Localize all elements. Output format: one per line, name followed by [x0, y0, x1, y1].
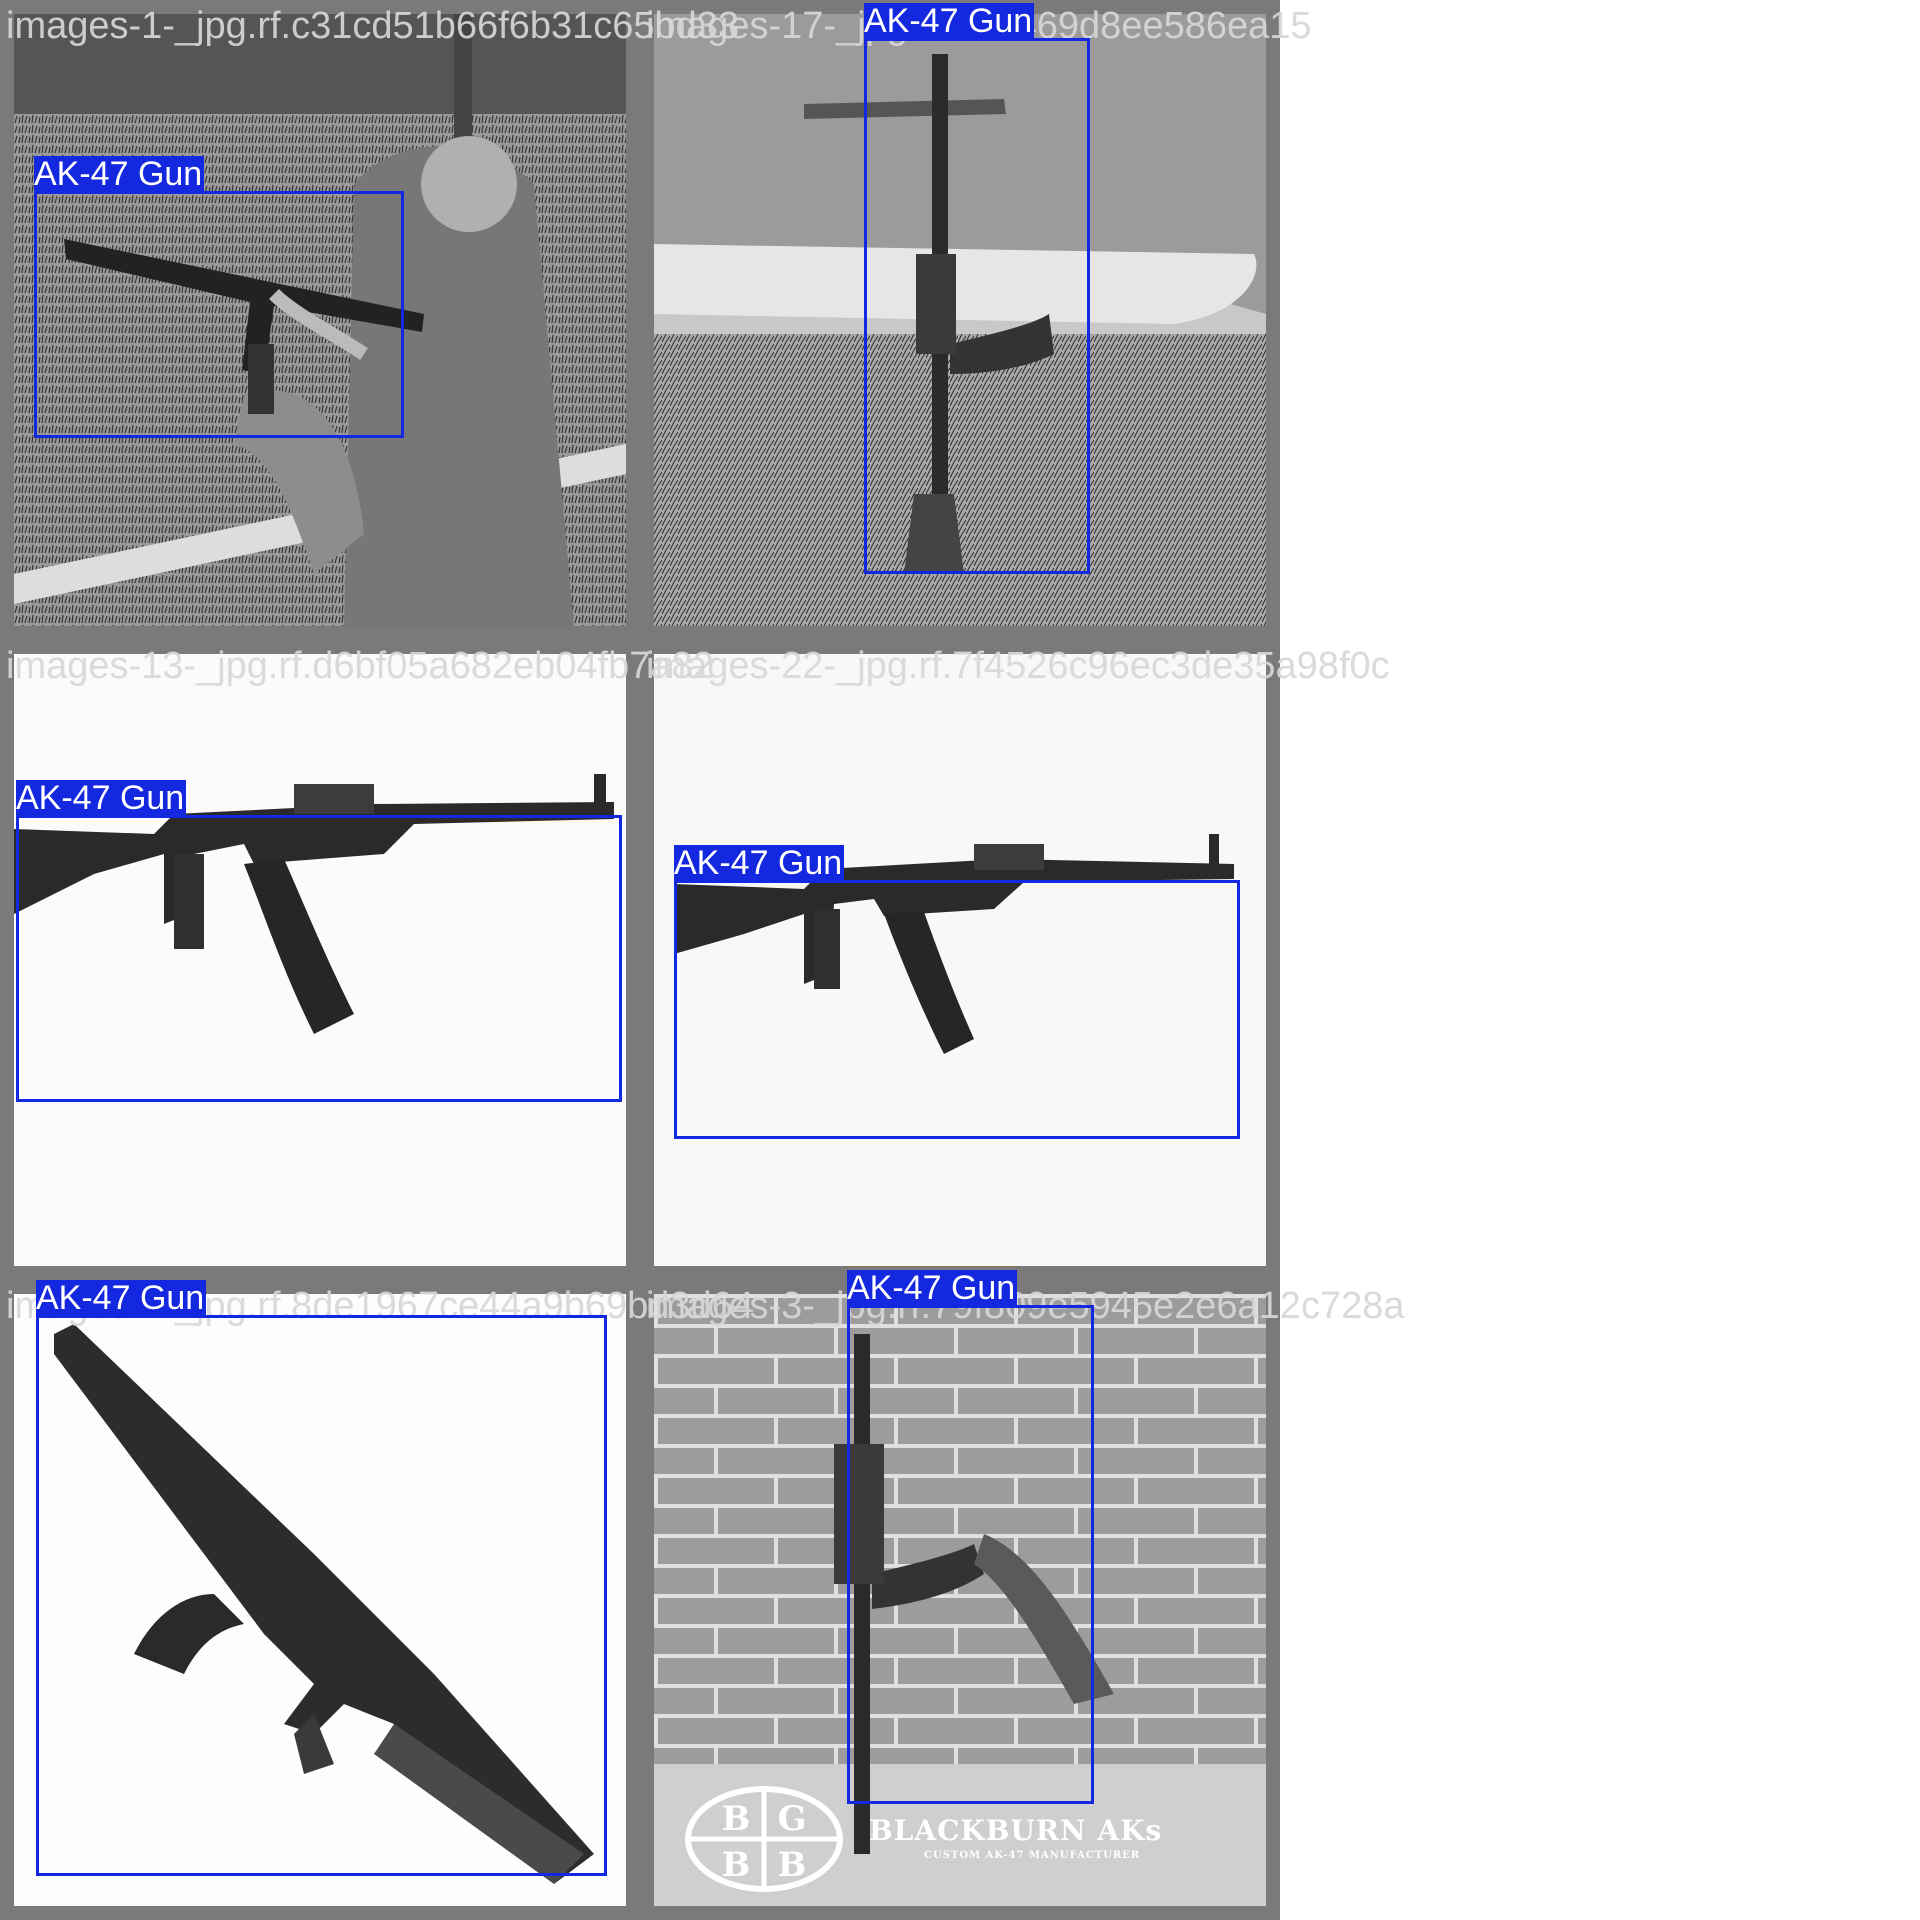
- svg-text:B: B: [722, 1845, 751, 1885]
- detection-label: AK-47 Gun: [847, 1269, 1018, 1307]
- tile-photo: [14, 654, 626, 1266]
- detection-box: AK-47 Gun: [34, 156, 404, 438]
- detection-label: AK-47 Gun: [16, 779, 187, 817]
- tile-photo: [14, 1294, 626, 1906]
- brand-name: BLACKBURN AKs: [869, 1814, 1163, 1847]
- tile-3: images-13-_jpg.rf.d6bf05a682eb04fb7a82 A…: [0, 640, 714, 1280]
- bgbb-seal-logo: B G B B: [685, 1786, 843, 1892]
- tile-6: B G B B BLACKBURN AKs CUSTOM AK-47 MANUF…: [640, 1270, 1404, 1920]
- brand-subtitle: CUSTOM AK-47 MANUFACTURER: [924, 1850, 1141, 1861]
- svg-text:B: B: [722, 1799, 751, 1839]
- detection-label: AK-47 Gun: [864, 2, 1035, 40]
- detection-box: AK-47 Gun: [16, 780, 622, 1102]
- detection-label: AK-47 Gun: [674, 844, 845, 882]
- tile-photo: B G B B BLACKBURN AKs CUSTOM AK-47 MANUF…: [654, 1294, 1266, 1906]
- detection-label: AK-47 Gun: [36, 1279, 207, 1317]
- detection-box: AK-47 Gun: [847, 1270, 1094, 1804]
- tile-1: images-1-_jpg.rf.c31cd51b66f6b31c65bd33 …: [0, 0, 739, 640]
- tile-photo: [654, 14, 1266, 626]
- svg-text:G: G: [777, 1799, 806, 1839]
- detection-label: AK-47 Gun: [34, 155, 205, 193]
- tile-photo: [654, 654, 1266, 1266]
- detection-box: AK-47 Gun: [674, 845, 1240, 1139]
- tile-4: images-22-_jpg.rf.7f4526c96ec3de35a98f0c…: [640, 640, 1390, 1280]
- detection-box: AK-47 Gun: [864, 3, 1090, 574]
- tile-2: images-17-_jpg.rf.5dd469d8ee586ea15 AK-4…: [640, 0, 1312, 640]
- tile-5: images-7-_jpg.rf.8de1967ce44a9b69bd3d64 …: [0, 1280, 754, 1920]
- svg-text:B: B: [778, 1845, 807, 1885]
- detection-box: AK-47 Gun: [36, 1280, 607, 1876]
